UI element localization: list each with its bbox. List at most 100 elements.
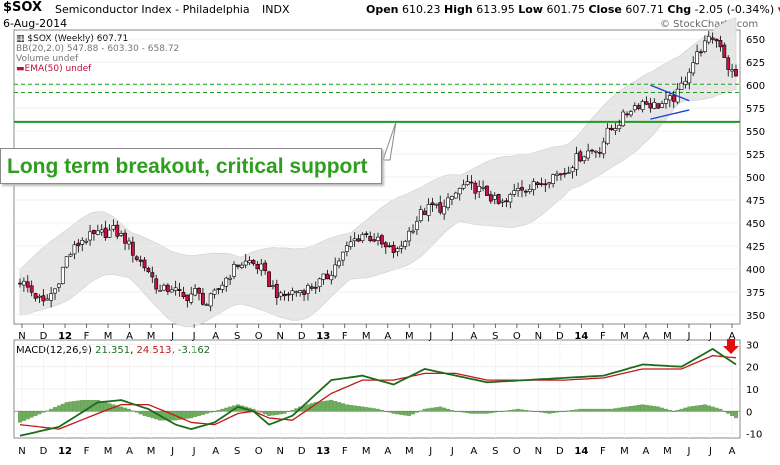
macd-hist-bar bbox=[734, 411, 738, 419]
candle-body bbox=[488, 194, 493, 202]
candle-body bbox=[294, 291, 299, 293]
macd-hist-bar bbox=[138, 411, 143, 415]
candle-body bbox=[597, 152, 602, 154]
macd-hist-bar bbox=[523, 410, 528, 412]
price-x-tick-label: 14 bbox=[574, 331, 588, 342]
candle-body bbox=[107, 229, 112, 238]
candle-body bbox=[247, 260, 252, 264]
macd-hist-bar bbox=[605, 408, 610, 412]
candle-body bbox=[426, 204, 431, 216]
macd-x-tick-label: M bbox=[620, 446, 629, 457]
candle-body bbox=[200, 292, 205, 305]
candle-body bbox=[652, 101, 657, 109]
candle-body bbox=[625, 113, 629, 116]
macd-hist-bar bbox=[53, 407, 57, 412]
candle-body bbox=[527, 189, 532, 192]
candle-body bbox=[442, 206, 447, 215]
macd-hist-bar bbox=[270, 411, 275, 416]
price-x-tick-label: M bbox=[405, 331, 414, 342]
macd-hist-bar bbox=[477, 411, 482, 414]
macd-hist-bar bbox=[383, 411, 388, 412]
candle-body bbox=[453, 192, 458, 199]
price-tick-label: 350 bbox=[746, 311, 765, 322]
macd-x-tick-label: J bbox=[428, 446, 432, 457]
candle-body bbox=[691, 62, 696, 74]
price-tick-label: 575 bbox=[746, 104, 765, 115]
annotation-text: Long term breakout, critical support bbox=[7, 155, 368, 178]
candle-body bbox=[664, 98, 668, 104]
macd-label: MACD(12,26,9) bbox=[16, 345, 92, 356]
candle-body bbox=[60, 266, 65, 284]
candle-body bbox=[667, 95, 672, 101]
candle-body bbox=[37, 295, 42, 298]
candle-body bbox=[57, 283, 61, 288]
candle-body bbox=[329, 274, 334, 281]
candle-body bbox=[360, 234, 365, 241]
candle-body bbox=[18, 282, 22, 285]
macd-hist-bar bbox=[520, 409, 524, 412]
candle-body bbox=[185, 294, 190, 302]
candle-body bbox=[111, 225, 116, 230]
chg-down-icon: ▾ bbox=[778, 3, 780, 16]
macd-hist-bar bbox=[84, 399, 89, 412]
watermark: © StockCharts.com bbox=[660, 19, 759, 30]
candle-body bbox=[337, 260, 341, 267]
candle-body bbox=[216, 288, 221, 290]
price-x-tick-label: N bbox=[18, 331, 25, 342]
macd-hist-bar bbox=[21, 411, 26, 421]
macd-hist-bar bbox=[500, 411, 505, 412]
macd-hist-bar bbox=[80, 399, 85, 412]
candle-body bbox=[535, 182, 540, 186]
macd-hist-bar bbox=[212, 411, 217, 412]
candle-body bbox=[313, 286, 318, 289]
candle-body bbox=[352, 238, 357, 242]
macd-hist-bar bbox=[597, 408, 602, 412]
price-tick-label: 425 bbox=[746, 242, 765, 253]
macd-hist-bar bbox=[337, 402, 342, 412]
high-label: High bbox=[444, 3, 473, 16]
candle-body bbox=[660, 103, 664, 108]
candle-body bbox=[193, 288, 198, 296]
macd-x-tick-label: O bbox=[513, 446, 521, 457]
candle-body bbox=[302, 290, 306, 295]
macd-hist-bar bbox=[274, 411, 279, 415]
macd-x-tick-label: J bbox=[450, 446, 454, 457]
macd-hist-bar bbox=[422, 408, 427, 412]
macd-hist-bar bbox=[146, 411, 151, 417]
candle-body bbox=[555, 173, 559, 176]
candle-body bbox=[317, 278, 322, 288]
candle-body bbox=[648, 103, 653, 109]
price-x-tick-label: J bbox=[686, 331, 690, 342]
price-x-tick-label: A bbox=[212, 331, 219, 342]
candle-body bbox=[53, 288, 57, 294]
candle-body bbox=[461, 184, 466, 189]
macd-hist-bar bbox=[64, 402, 69, 412]
macd-hist-bar bbox=[278, 411, 283, 415]
candle-body bbox=[520, 187, 524, 191]
price-x-tick-label: A bbox=[470, 331, 477, 342]
candle-body bbox=[574, 153, 579, 170]
price-x-tick-label: D bbox=[556, 331, 564, 342]
candle-body bbox=[391, 245, 396, 253]
price-x-tick-label: J bbox=[428, 331, 432, 342]
macd-hist-bar bbox=[130, 410, 135, 412]
candle-body bbox=[415, 221, 419, 230]
candle-body bbox=[309, 286, 314, 289]
candle-body bbox=[383, 242, 388, 248]
macd-hist-bar bbox=[333, 401, 338, 412]
price-x-tick-label: M bbox=[147, 331, 156, 342]
macd-hist-bar bbox=[76, 400, 81, 412]
macd-x-tick-label: A bbox=[729, 446, 736, 457]
legend-volume: Volume undef bbox=[16, 54, 79, 64]
candle-body bbox=[251, 260, 256, 265]
macd-hist-bar bbox=[593, 408, 598, 412]
candle-body bbox=[282, 293, 287, 297]
macd-hist-bar bbox=[25, 411, 30, 420]
candle-body bbox=[605, 127, 610, 144]
macd-hist-bar bbox=[640, 404, 645, 412]
price-x-tick-label: N bbox=[276, 331, 283, 342]
price-tick-label: 400 bbox=[746, 265, 765, 276]
chart-symbol: $SOX bbox=[3, 0, 43, 15]
candle-body bbox=[80, 240, 85, 245]
candle-body bbox=[372, 239, 377, 242]
